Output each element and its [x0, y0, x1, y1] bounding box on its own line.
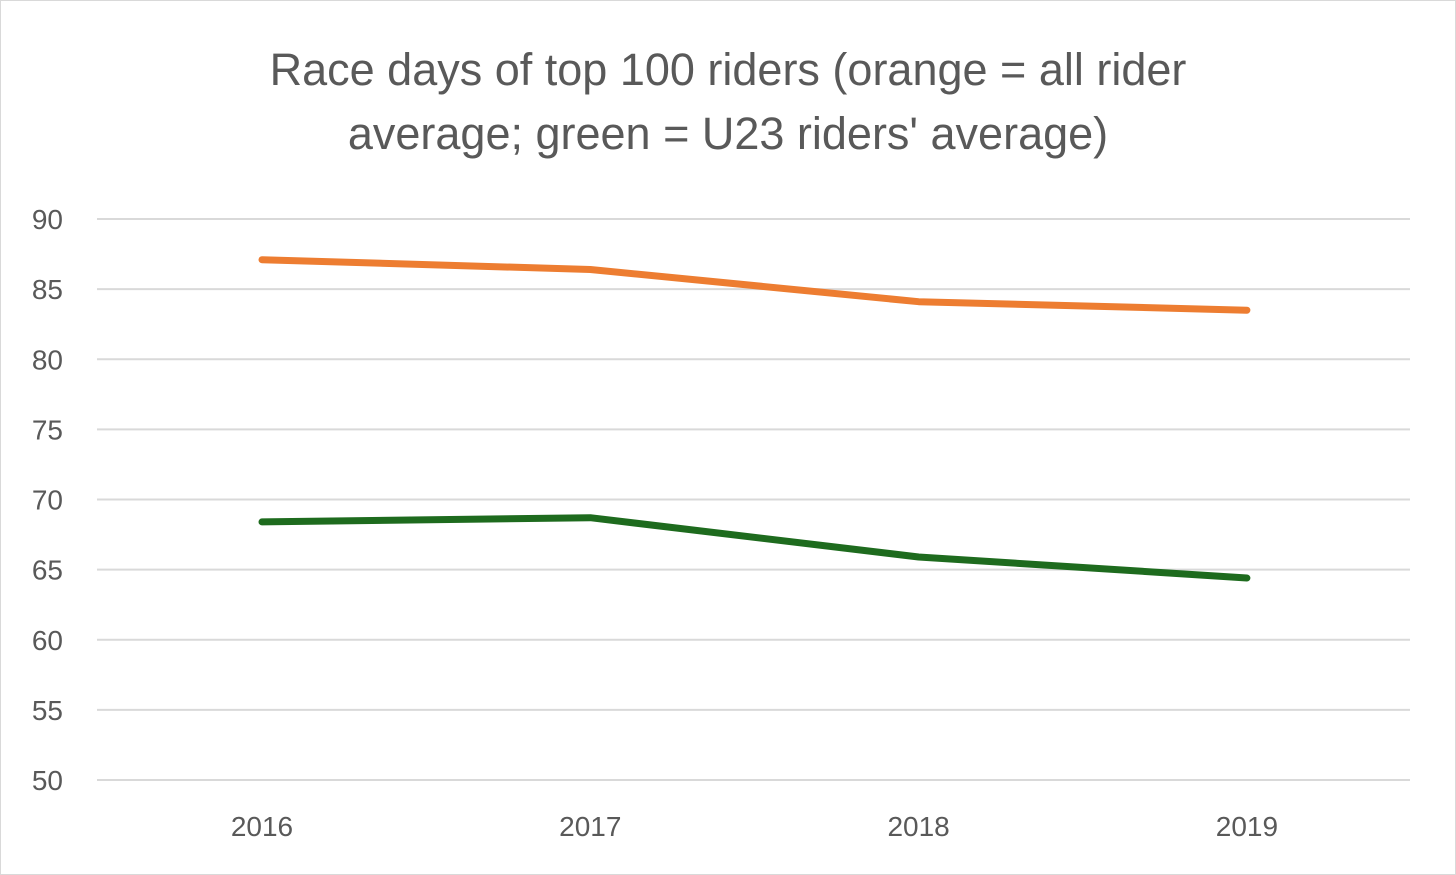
x-tick-label: 2018: [887, 811, 949, 842]
chart-title-line-1: Race days of top 100 riders (orange = al…: [269, 44, 1187, 95]
chart-title-line-2: average; green = U23 riders' average): [347, 108, 1109, 159]
y-tick-label: 60: [32, 625, 63, 656]
x-tick-label: 2019: [1216, 811, 1278, 842]
y-tick-label: 90: [32, 204, 63, 235]
y-tick-label: 70: [32, 485, 63, 516]
series-line-u23-riders-average: [258, 514, 1251, 582]
y-axis-ticks: 50 55 60 65 70 75 80 85 90: [32, 204, 63, 796]
chart-title: Race days of top 100 riders (orange = al…: [0, 38, 1456, 166]
x-tick-label: 2017: [559, 811, 621, 842]
series-line-all-rider-average: [258, 256, 1251, 314]
y-tick-label: 50: [32, 765, 63, 796]
y-tick-label: 65: [32, 555, 63, 586]
x-tick-label: 2016: [231, 811, 293, 842]
x-axis-ticks: 2016 2017 2018 2019: [231, 811, 1278, 842]
series-lines: [258, 256, 1251, 582]
gridlines: [97, 218, 1410, 781]
y-tick-label: 80: [32, 344, 63, 375]
y-tick-label: 75: [32, 414, 63, 445]
y-tick-label: 55: [32, 695, 63, 726]
y-tick-label: 85: [32, 274, 63, 305]
